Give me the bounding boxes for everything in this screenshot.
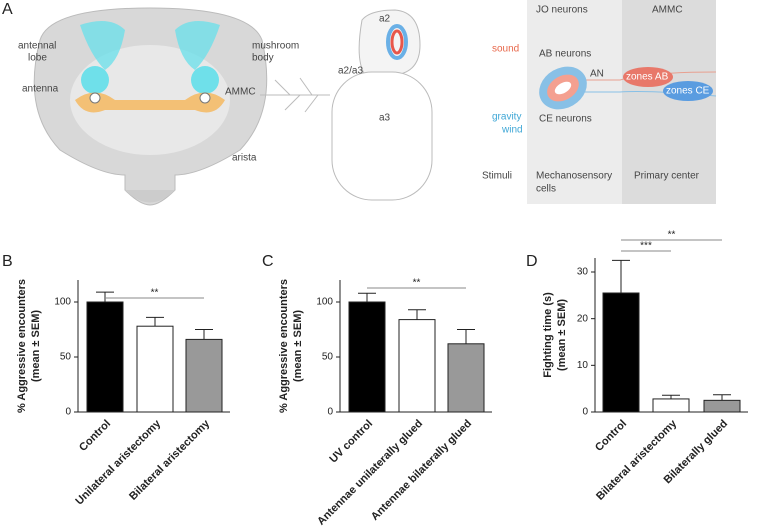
significance-label: **	[413, 278, 421, 289]
label: CE neurons	[539, 114, 592, 125]
column-bg	[622, 0, 716, 204]
y-tick-label: 10	[577, 360, 589, 371]
x-tick-label: Control	[593, 418, 629, 454]
y-tick-label: 50	[322, 352, 334, 363]
bar	[703, 399, 741, 413]
antenna-illustration	[260, 9, 433, 201]
y-axis-label: % Aggressive encounters	[278, 279, 290, 413]
bar	[348, 301, 386, 413]
y-tick-label: 0	[327, 407, 333, 418]
label: Stimuli	[482, 171, 512, 182]
bar	[652, 398, 690, 413]
panel-label: D	[526, 253, 538, 270]
y-axis-label: (mean ± SEM)	[556, 299, 568, 371]
head-illustration	[33, 7, 268, 206]
x-tick-label: Control	[77, 418, 113, 454]
stimulus: wind	[501, 125, 523, 136]
x-tick-label: Unilateral aristectomy	[73, 417, 163, 507]
bar	[185, 338, 223, 413]
label: Mechanosensory	[536, 171, 612, 182]
y-tick-label: 100	[54, 297, 71, 308]
bar	[398, 319, 436, 413]
stimulus: sound	[492, 44, 519, 55]
label: mushroom	[252, 41, 299, 52]
bar	[447, 343, 485, 413]
significance-label: **	[668, 230, 676, 241]
panel-label: C	[262, 253, 274, 270]
y-axis-label: (mean ± SEM)	[292, 310, 304, 382]
x-tick-label: Antennae unilaterally glued	[315, 418, 425, 527]
y-axis-label: Fighting time (s)	[542, 292, 554, 378]
stimulus: gravity	[492, 112, 521, 123]
x-tick-label: Bilateral aristectomy	[127, 417, 213, 503]
label: AMMC	[225, 87, 256, 98]
label: lobe	[28, 53, 47, 64]
significance-label: ***	[640, 241, 652, 252]
label: AN	[590, 69, 604, 80]
column-header: JO neurons	[536, 5, 588, 16]
y-tick-label: 0	[582, 407, 588, 418]
label: a2/a3	[338, 66, 363, 77]
column-header: AMMC	[652, 5, 683, 16]
label: cells	[536, 184, 556, 195]
panel-label: A	[2, 1, 13, 18]
y-axis-label: % Aggressive encounters	[16, 279, 28, 413]
y-tick-label: 50	[60, 352, 72, 363]
y-tick-label: 20	[577, 313, 589, 324]
bar	[86, 301, 124, 413]
label: AB neurons	[539, 49, 591, 60]
label: antenna	[22, 84, 59, 95]
x-tick-label: Bilateral aristectomy	[594, 417, 680, 503]
label: Primary center	[634, 171, 700, 182]
label: zones AB	[626, 72, 669, 83]
significance-label: **	[151, 288, 159, 299]
circuit	[539, 66, 717, 110]
bar	[602, 292, 640, 413]
label: arista	[232, 153, 257, 164]
y-tick-label: 0	[65, 407, 71, 418]
y-tick-label: 30	[577, 267, 589, 278]
y-tick-label: 100	[316, 297, 333, 308]
label: a2	[379, 14, 391, 25]
x-tick-label: UV control	[327, 418, 375, 466]
panel-label: B	[2, 253, 13, 270]
label: body	[252, 53, 274, 64]
label: antennal	[18, 41, 56, 52]
x-tick-label: Antennae bilaterally glued	[369, 418, 474, 523]
label: zones CE	[666, 86, 710, 97]
label: a3	[379, 113, 391, 124]
bar	[136, 325, 174, 413]
y-axis-label: (mean ± SEM)	[30, 310, 42, 382]
